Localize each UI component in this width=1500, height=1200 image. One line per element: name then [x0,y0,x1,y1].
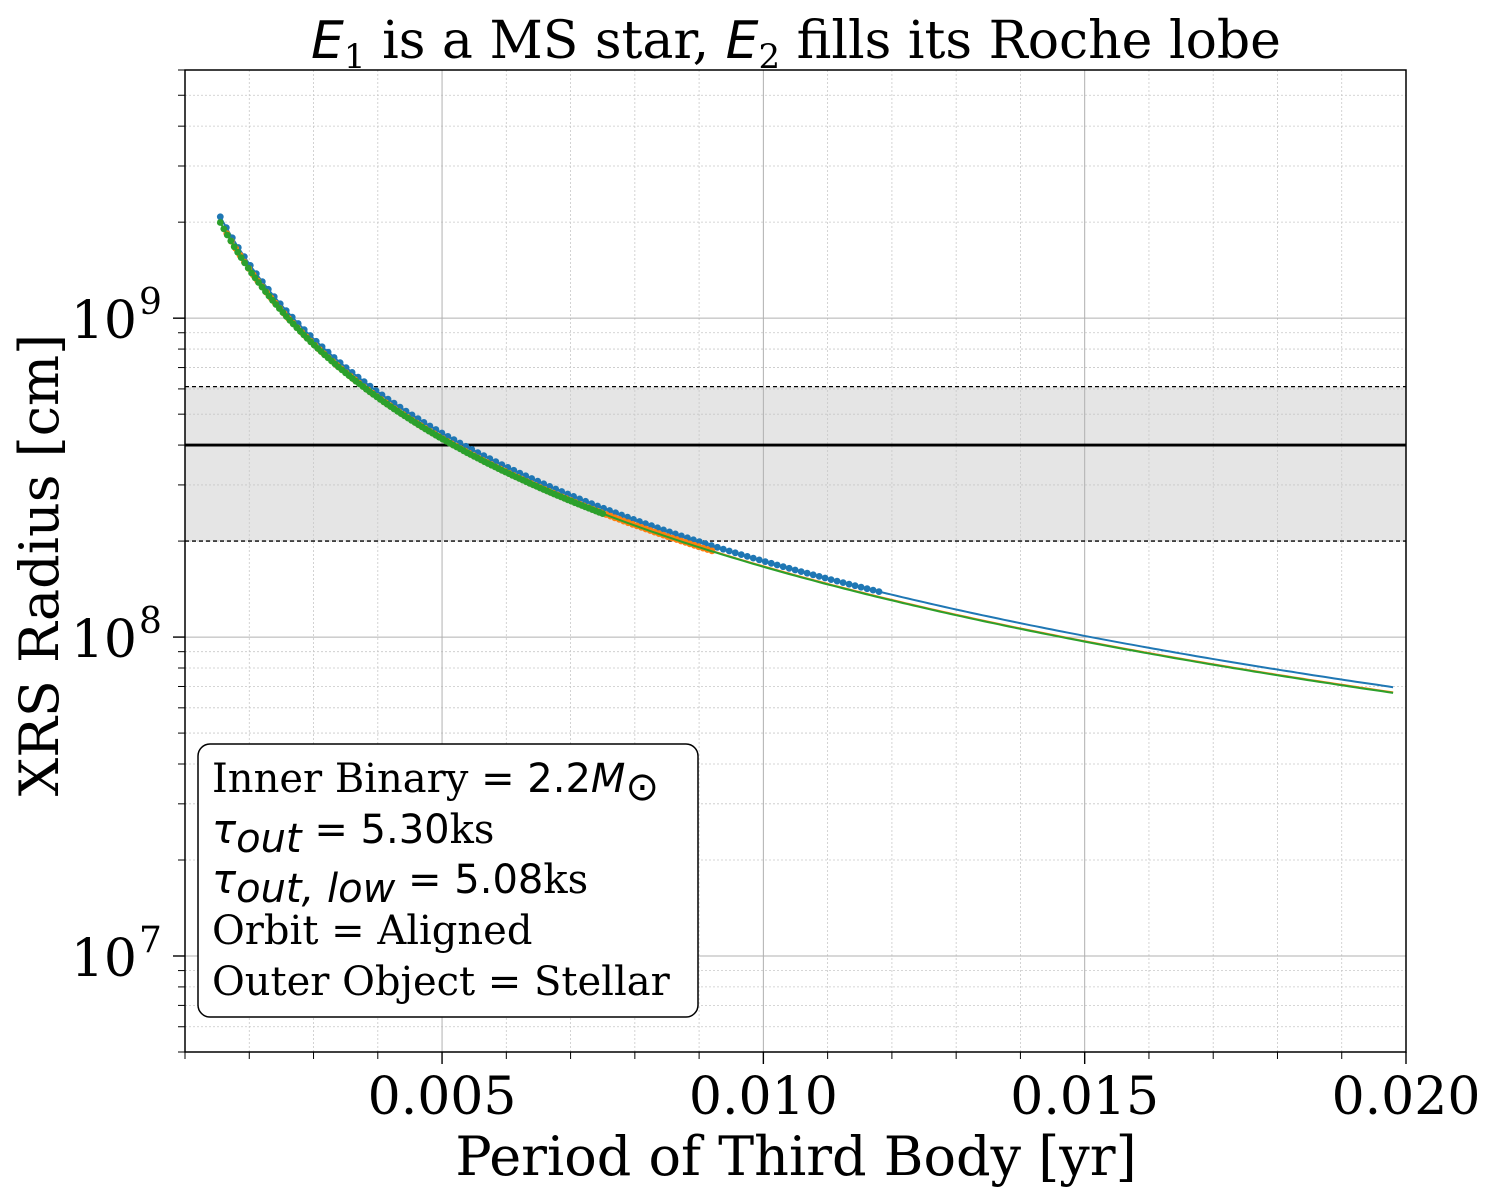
y-tick-base: 10 [71,929,137,989]
y-tick-exponent: 8 [139,601,162,642]
annotation-frame [197,743,699,1018]
annotation-inner-binary-label: Inner Binary [212,756,469,802]
series-marker [725,547,733,555]
y-axis-label: XRS Radius [cm] [8,334,71,796]
series-marker [857,583,865,591]
series-marker [696,538,703,546]
series-marker [599,510,607,517]
series-marker [839,579,847,586]
x-axis-label: Period of Third Body [yr] [455,1125,1136,1188]
series-marker [821,574,829,582]
series-marker [827,576,835,583]
annotation-mass-symbol: M [591,756,626,802]
series-marker [714,543,721,551]
y-tick-label: 108 [71,601,162,670]
y-tick-base: 10 [71,291,137,351]
series-marker [833,577,841,585]
series-2 [216,219,1394,694]
x-tick-label: 0.020 [1332,1067,1481,1127]
annotation-tau-out: τout = 5.30ks [212,807,494,862]
series-marker [731,549,739,557]
annotation-tau-low-symbol: τ [212,857,237,903]
series-marker [869,586,877,594]
series-marker [216,213,224,221]
annotation-tau-low-unit: ks [543,857,588,903]
uncertainty-band [185,386,1406,542]
series-marker [248,269,256,277]
series-marker [797,568,805,575]
annotation-tau-low-value: = 5.08 [395,857,543,903]
x-tick-label: 0.005 [368,1067,517,1127]
series-marker [660,526,667,534]
y-tick-base: 10 [71,610,137,670]
series-marker [251,274,259,282]
series-marker [875,588,883,595]
y-tick-label: 107 [71,920,162,989]
series-marker [237,254,245,261]
series-marker [234,248,242,256]
title-sub2: 2 [759,37,781,77]
series-marker [227,237,235,245]
series-marker [755,556,763,564]
series-marker [863,585,871,593]
annotation-tau-value: = 5.30 [302,807,450,853]
series-0 [216,213,1394,689]
series-marker [785,564,793,572]
y-tick-exponent: 7 [139,920,162,961]
series-marker [255,279,262,286]
x-tick-label: 0.010 [689,1067,838,1127]
series-marker [761,558,769,565]
series-marker [244,264,252,272]
series-marker [773,561,781,569]
annotation-inner-binary: Inner Binary = 2.2M⊙ [212,756,659,810]
chart-title: E1 is a MS star, E2 fills its Roche lobe [311,11,1281,77]
series-marker [719,545,727,553]
title-e1: E [311,11,344,71]
title-sub1: 1 [344,37,366,77]
series-marker [809,571,817,579]
annotation-outer-object: Outer Object = Stellar [212,959,671,1005]
series-marker [815,573,823,580]
series-marker [737,551,745,558]
y-tick-label: 109 [71,282,162,351]
series-marker [223,231,231,239]
annotation-orbit: Orbit = Aligned [212,908,532,954]
annotation-tau-unit: ks [450,807,495,853]
series-marker [749,554,757,562]
title-end: fills its Roche lobe [780,11,1281,71]
annotation-tau-low-sub: out, low [236,866,396,912]
series-marker [220,225,228,233]
annotation-tau-out-low: τout, low = 5.08ks [212,857,588,912]
series-marker [230,243,238,251]
plot-frame [184,69,1407,1053]
annotation-sun-symbol: ⊙ [625,764,659,810]
series-marker [678,532,685,540]
annotation-tau-symbol: τ [212,807,237,853]
x-tick-label: 0.015 [1010,1067,1159,1127]
annotation-tau-sub: out [236,816,303,862]
series-marker [779,563,787,571]
y-tick-exponent: 9 [139,282,162,323]
series-marker [803,569,811,577]
series-marker [791,566,799,574]
series-marker [241,259,249,267]
series-marker [743,553,751,560]
series-marker [851,582,859,590]
series-marker [612,509,619,517]
series-marker [845,580,853,588]
annotation-inner-binary-value: = 2.2 [468,756,591,802]
title-mid: is a MS star, [366,11,726,71]
series-marker [216,219,224,226]
title-e2: E [726,11,759,71]
annotation-box: Inner Binary = 2.2M⊙ τout = 5.30ks τout,… [197,743,699,1018]
series-marker [767,559,775,567]
